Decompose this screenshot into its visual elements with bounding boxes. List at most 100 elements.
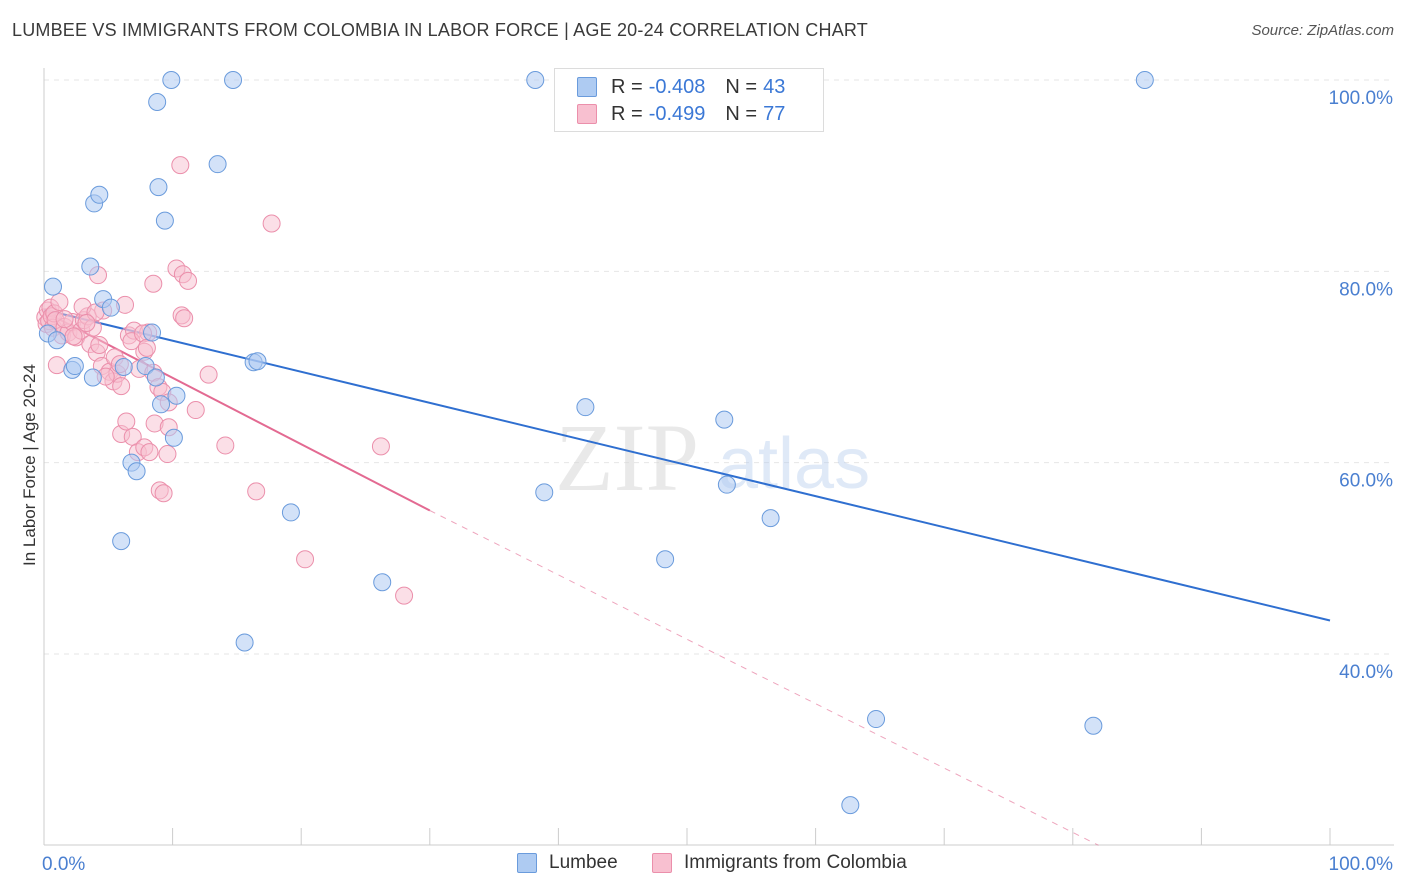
colombia-point-63 [296,550,315,569]
lumbee-point-1 [81,257,100,276]
lumbee-point-0 [44,277,63,296]
colombia-point-58 [186,401,205,420]
lumbee-point-13 [152,395,171,414]
lumbee-point-39 [1084,716,1103,735]
legend-item-lumbee[interactable]: Lumbee [517,852,618,874]
colombia-point-60 [216,436,235,455]
legend-r-label: R = [611,75,643,98]
source-label: Source: ZipAtlas.com [1251,22,1394,39]
x-tick-label-1: 100.0% [1329,854,1394,875]
colombia-point-51 [144,274,163,293]
lumbee-point-17 [127,462,146,481]
series-legend: Lumbee Immigrants from Colombia [0,852,1406,878]
x-tick-label-0: 0.0% [42,854,85,875]
legend-n-label: N = [725,102,758,125]
lumbee-point-24 [208,155,227,174]
lumbee-point-33 [656,550,675,569]
lumbee-point-29 [373,573,392,592]
colombia-point-71 [55,310,74,329]
lumbee-point-40 [1135,71,1154,89]
colombia-point-9 [47,356,66,375]
legend-swatch-lumbee [577,77,597,97]
colombia-point-22 [90,335,109,354]
lumbee-point-9 [114,358,133,376]
watermark: ZIP atlas [555,404,870,511]
lumbee-point-7 [65,357,84,376]
lumbee-point-22 [149,178,168,197]
lumbee-point-26 [248,352,267,371]
lumbee-point-19 [162,71,181,89]
y-tick-label-3: 100.0% [1329,88,1394,109]
lumbee-point-21 [148,93,167,112]
lumbee-point-31 [535,483,554,502]
colombia-point-48 [158,445,177,464]
legend-n-value-lumbee: 43 [763,75,786,98]
lumbee-point-32 [576,398,595,417]
lumbee-point-5 [101,298,120,317]
lumbee-point-3 [90,185,109,204]
lumbee-point-30 [526,71,545,89]
legend-item-colombia[interactable]: Immigrants from Colombia [652,852,907,874]
y-tick-label-2: 80.0% [1339,279,1393,300]
legend-r-value-lumbee: -0.408 [648,75,706,98]
trend-line-colombia [43,310,431,512]
lumbee-point-15 [164,428,183,447]
colombia-point-10 [50,292,69,311]
lumbee-point-35 [717,475,736,494]
lumbee-point-11 [143,323,162,342]
lumbee-points [38,71,1154,815]
trend-line-lumbee [43,308,1331,622]
legend-row-colombia: R = -0.499 N = 77 [577,101,785,127]
lumbee-point-42 [47,331,66,350]
watermark-zip: ZIP [555,404,699,511]
lumbee-point-34 [715,410,734,429]
lumbee-point-20 [224,71,243,89]
colombia-point-29 [112,377,131,396]
colombia-point-57 [175,309,194,328]
colombia-point-72 [64,327,83,346]
y-axis-label: In Labor Force | Age 20-24 [20,364,39,566]
legend-r-label: R = [611,102,643,125]
trend-lines [43,308,1331,846]
trend-line-colombia-extension [429,510,1099,846]
lumbee-point-8 [83,368,102,387]
lumbee-point-14 [167,386,186,405]
colombia-point-55 [171,156,190,175]
lumbee-point-38 [841,796,860,815]
legend-row-lumbee: R = -0.408 N = 43 [577,74,785,100]
legend-n-label: N = [725,75,758,98]
y-tick-label-0: 40.0% [1339,662,1393,683]
legend-label-colombia: Immigrants from Colombia [684,852,907,873]
colombia-point-61 [247,482,266,501]
lumbee-point-37 [867,710,886,729]
colombia-point-64 [371,437,390,456]
chart-title: LUMBEE VS IMMIGRANTS FROM COLOMBIA IN LA… [12,20,868,40]
colombia-point-76 [137,338,156,357]
lumbee-point-10 [136,357,155,376]
colombia-point-50 [154,484,173,503]
legend-swatch-colombia [577,104,597,124]
legend-n-value-colombia: 77 [763,102,786,125]
lumbee-point-18 [112,532,131,551]
colombia-point-65 [395,586,414,605]
correlation-legend: R = -0.408 N = 43 R = -0.499 N = 77 [554,68,824,132]
lumbee-point-36 [761,509,780,528]
lumbee-point-27 [281,503,300,522]
tick-labels: 40.0% 60.0% 80.0% 100.0% 0.0% 100.0% [42,88,1393,875]
y-tick-label-1: 60.0% [1339,471,1393,492]
colombia-point-54 [179,271,198,290]
watermark-atlas: atlas [718,424,870,504]
colombia-point-41 [117,412,136,431]
lumbee-point-28 [235,633,254,652]
axes [43,68,1394,846]
lumbee-point-23 [155,211,174,230]
colombia-point-59 [199,365,218,384]
colombia-point-45 [140,443,159,462]
lumbee-point-12 [146,368,165,387]
colombia-point-62 [262,214,281,233]
legend-r-value-colombia: -0.499 [648,102,706,125]
colombia-point-73 [77,313,96,332]
legend-swatch-colombia [652,853,672,873]
legend-label-lumbee: Lumbee [549,852,618,873]
